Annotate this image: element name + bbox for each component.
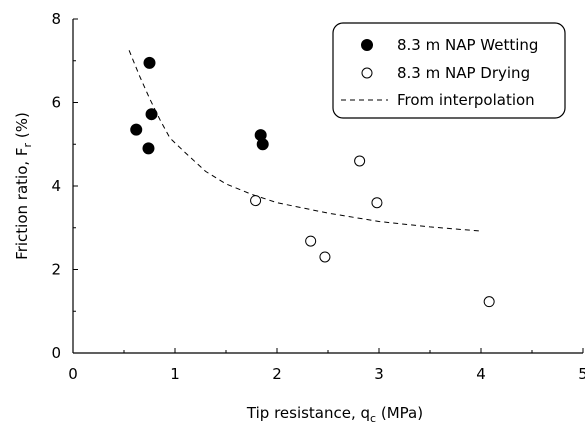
drying-point xyxy=(250,195,262,207)
x-tick-label: 5 xyxy=(578,365,585,383)
wetting-point xyxy=(130,123,143,136)
x-tick-label: 0 xyxy=(68,365,78,383)
x-axis-title: Tip resistance, qc (MPa) xyxy=(246,404,423,425)
y-tick-label: 2 xyxy=(51,261,61,279)
y-tick-label: 8 xyxy=(51,10,61,28)
tick-marks xyxy=(72,18,584,354)
legend-drying-label: 8.3 m NAP Drying xyxy=(397,64,530,82)
drying-point xyxy=(483,296,495,308)
drying-point xyxy=(354,155,366,167)
wetting-point xyxy=(145,108,158,121)
drying-point xyxy=(371,197,383,209)
drying-point xyxy=(305,235,317,247)
y-axis-title-subscript: r xyxy=(21,142,34,147)
wetting-point xyxy=(143,56,156,69)
legend-box xyxy=(332,22,566,119)
y-axis-title-main: Friction ratio, F xyxy=(13,147,31,259)
x-axis-title-main: Tip resistance, q xyxy=(246,404,370,422)
tick-labels: 0 1 2 3 4 5 0 2 4 6 8 xyxy=(51,10,585,383)
x-tick-label: 3 xyxy=(374,365,384,383)
drying-point xyxy=(319,251,331,263)
x-tick-label: 1 xyxy=(170,365,180,383)
y-tick-label: 6 xyxy=(51,94,61,112)
legend-wetting-marker xyxy=(361,39,373,51)
x-tick-label: 2 xyxy=(272,365,282,383)
x-axis-title-unit: (MPa) xyxy=(376,404,423,422)
y-axis-title-unit: (%) xyxy=(13,112,31,143)
x-axis-title-subscript: c xyxy=(370,412,376,425)
legend-drying-marker xyxy=(361,67,373,79)
wetting-point xyxy=(142,142,155,155)
interpolation-line xyxy=(128,50,482,232)
y-tick-label: 4 xyxy=(51,177,61,195)
y-axis-title: Friction ratio, Fr (%) xyxy=(13,112,34,260)
wetting-point xyxy=(256,138,269,151)
legend: 8.3 m NAP Wetting 8.3 m NAP Drying From … xyxy=(332,22,566,119)
y-tick-label: 0 xyxy=(51,344,61,362)
x-tick-label: 4 xyxy=(476,365,486,383)
legend-interpolation-label: From interpolation xyxy=(397,91,535,109)
legend-wetting-label: 8.3 m NAP Wetting xyxy=(397,36,538,54)
series-layer xyxy=(128,50,495,308)
